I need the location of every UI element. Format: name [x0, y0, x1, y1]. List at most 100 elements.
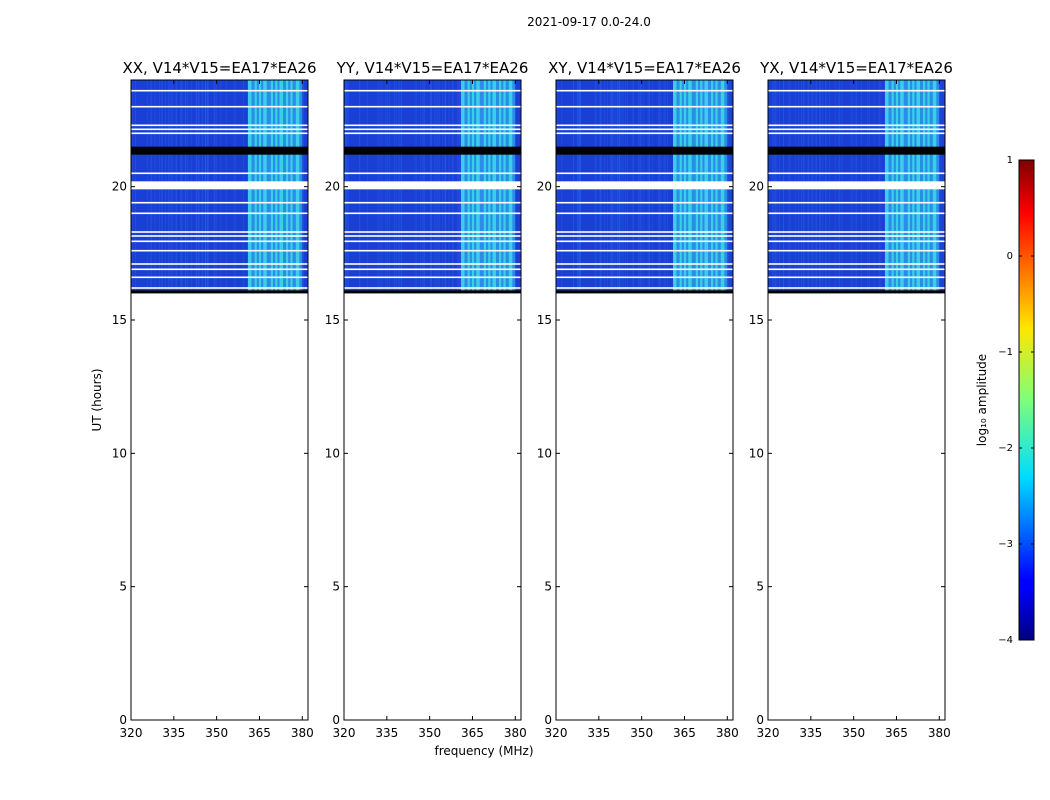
- x-tick-label: 335: [587, 726, 610, 740]
- gap-row: [768, 172, 945, 175]
- x-tick-label: 320: [545, 726, 568, 740]
- blank-band: [344, 181, 521, 190]
- gap-row: [131, 201, 308, 204]
- gap-row: [131, 89, 308, 92]
- gap-row: [344, 132, 521, 135]
- x-tick-label: 335: [799, 726, 822, 740]
- gap-row: [768, 249, 945, 252]
- y-tick-label: 5: [756, 580, 764, 594]
- data-start-edge: [768, 290, 945, 294]
- x-axis-label: frequency (MHz): [434, 744, 533, 758]
- gap-row: [556, 172, 733, 175]
- colorbar: 1 0 −1 −2 −3 −4 log₁₀ amplitude: [975, 155, 1035, 646]
- x-tick-label: 365: [673, 726, 696, 740]
- gap-row: [344, 201, 521, 204]
- dark-band: [556, 146, 733, 155]
- y-tick-label: 15: [749, 313, 764, 327]
- gap-row: [131, 105, 308, 108]
- y-tick-label: 15: [537, 313, 552, 327]
- y-tick-label: 10: [112, 446, 127, 460]
- panel-3: 320 335 350 365 380 0 5 10 15 20 XY, V14*V15=EA17*…: [537, 59, 741, 740]
- gap-row: [768, 124, 945, 127]
- y-tick-label: 20: [749, 180, 764, 194]
- x-tick-label: 365: [885, 726, 908, 740]
- gap-row: [344, 263, 521, 265]
- y-tick-label: 0: [756, 713, 764, 727]
- y-tick-label: 10: [325, 446, 340, 460]
- gap-row: [131, 128, 308, 131]
- x-tick-label: 350: [630, 726, 653, 740]
- data-start-edge: [556, 290, 733, 294]
- dark-band: [131, 146, 308, 155]
- x-tick-label: 335: [375, 726, 398, 740]
- colorbar-tick-label: 0: [1007, 251, 1013, 262]
- gap-row: [768, 212, 945, 215]
- panel-title: YY, V14*V15=EA17*EA26: [336, 59, 529, 77]
- gap-row: [131, 263, 308, 265]
- plot-frame: [343, 79, 522, 721]
- colorbar-tick-label: −4: [998, 635, 1013, 646]
- gap-row: [344, 249, 521, 252]
- y-axis-label: UT (hours): [90, 368, 104, 431]
- gap-row: [556, 128, 733, 131]
- gap-row: [344, 124, 521, 127]
- y-tick-label: 0: [119, 713, 127, 727]
- figure-suptitle: 2021-09-17 0.0-24.0: [527, 15, 651, 29]
- x-tick-label: 350: [205, 726, 228, 740]
- panel-title: XX, V14*V15=EA17*EA26: [122, 59, 316, 77]
- gap-row: [131, 132, 308, 135]
- x-tick-label: 365: [248, 726, 271, 740]
- y-tick-label: 0: [544, 713, 552, 727]
- y-tick-label: 20: [325, 180, 340, 194]
- gap-row: [768, 231, 945, 233]
- gap-row: [344, 212, 521, 215]
- gap-row: [344, 240, 521, 243]
- colorbar-label: log₁₀ amplitude: [975, 354, 989, 446]
- y-tick-label: 15: [325, 313, 340, 327]
- gap-row: [556, 276, 733, 279]
- gap-row: [131, 249, 308, 252]
- gap-row: [131, 240, 308, 243]
- dark-band: [768, 146, 945, 155]
- colorbar-gradient: [1018, 159, 1035, 641]
- y-tick-label: 5: [332, 580, 340, 594]
- gap-row: [556, 268, 733, 271]
- colorbar-tick-label: 1: [1007, 155, 1013, 166]
- gap-row: [556, 201, 733, 204]
- y-tick-label: 10: [537, 446, 552, 460]
- gap-row: [131, 124, 308, 127]
- x-tick-label: 350: [418, 726, 441, 740]
- gap-row: [344, 276, 521, 279]
- gap-row: [131, 268, 308, 271]
- gap-row: [556, 240, 733, 243]
- gap-row: [556, 231, 733, 233]
- gap-row: [768, 287, 945, 289]
- gap-row: [556, 263, 733, 265]
- gap-row: [768, 89, 945, 92]
- panel-title: YX, V14*V15=EA17*EA26: [759, 59, 953, 77]
- gap-row: [344, 89, 521, 92]
- gap-row: [344, 235, 521, 237]
- colorbar-tick-label: −1: [998, 347, 1013, 358]
- gap-row: [131, 235, 308, 237]
- x-tick-label: 365: [461, 726, 484, 740]
- colorbar-tick-label: −3: [998, 539, 1013, 550]
- colorbar-tick-label: −2: [998, 443, 1013, 454]
- panel-1: 320 335 350 365 380 0 5 10 15 20 XX, V14*V15=EA17*…: [112, 59, 317, 740]
- gap-row: [344, 105, 521, 108]
- panel-4: 320 335 350 365 380 0 5 10 15 20 YX, V14*V15=EA17*…: [749, 59, 953, 740]
- gap-row: [131, 276, 308, 279]
- gap-row: [556, 105, 733, 108]
- gap-row: [344, 172, 521, 175]
- gap-row: [131, 212, 308, 215]
- y-tick-label: 20: [112, 180, 127, 194]
- gap-row: [556, 235, 733, 237]
- gap-row: [768, 201, 945, 204]
- gap-row: [768, 268, 945, 271]
- gap-row: [344, 287, 521, 289]
- blank-band: [131, 181, 308, 190]
- gap-row: [556, 249, 733, 252]
- plot-frame: [767, 79, 946, 721]
- y-tick-label: 0: [332, 713, 340, 727]
